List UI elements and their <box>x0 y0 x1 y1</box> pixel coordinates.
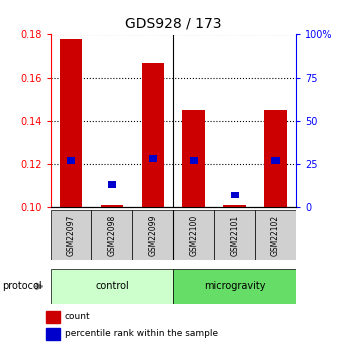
Bar <box>255 210 296 260</box>
Bar <box>51 210 91 260</box>
Bar <box>46 310 60 323</box>
Text: protocol: protocol <box>2 282 42 291</box>
Text: GSM22098: GSM22098 <box>108 215 116 256</box>
Text: control: control <box>95 282 129 291</box>
Bar <box>149 155 157 162</box>
Text: microgravity: microgravity <box>204 282 265 291</box>
Text: GSM22102: GSM22102 <box>271 215 280 256</box>
Text: GSM22100: GSM22100 <box>189 215 198 256</box>
Bar <box>51 269 173 304</box>
Bar <box>223 205 246 207</box>
Bar <box>173 210 214 260</box>
Bar <box>108 181 116 188</box>
Bar <box>132 210 173 260</box>
Text: GSM22099: GSM22099 <box>148 215 157 256</box>
Bar <box>183 110 205 207</box>
Bar <box>91 210 132 260</box>
Text: GSM22101: GSM22101 <box>230 215 239 256</box>
Title: GDS928 / 173: GDS928 / 173 <box>125 17 222 31</box>
Text: count: count <box>65 312 90 321</box>
Bar <box>101 205 123 207</box>
Bar <box>60 39 82 207</box>
Bar <box>271 157 280 164</box>
Bar <box>46 328 60 340</box>
Bar <box>67 157 75 164</box>
Bar <box>214 210 255 260</box>
Bar <box>142 62 164 207</box>
Bar <box>173 269 296 304</box>
Bar <box>190 157 198 164</box>
Bar <box>264 110 287 207</box>
Text: GSM22097: GSM22097 <box>66 215 75 256</box>
Bar <box>231 192 239 198</box>
Text: percentile rank within the sample: percentile rank within the sample <box>65 329 218 338</box>
